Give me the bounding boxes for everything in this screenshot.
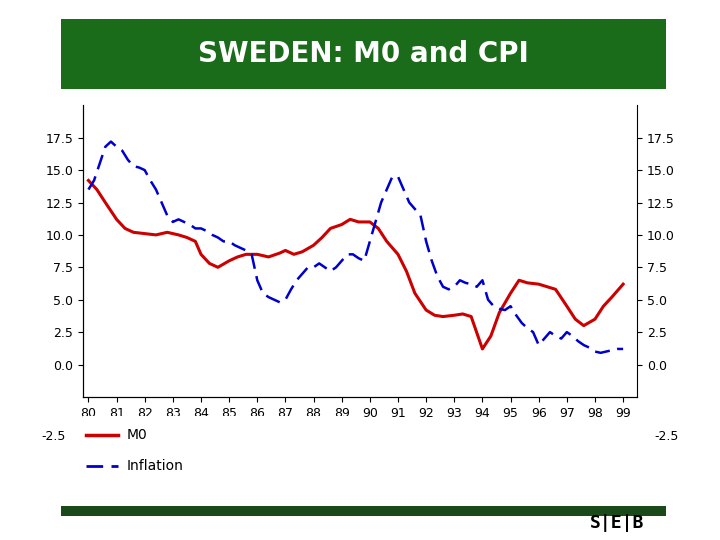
Text: SWEDEN: M0 and CPI: SWEDEN: M0 and CPI — [198, 40, 529, 68]
Text: M0: M0 — [127, 428, 148, 442]
Text: -2.5: -2.5 — [41, 430, 66, 443]
Text: Inflation: Inflation — [127, 460, 184, 474]
Text: S|E|B: S|E|B — [590, 514, 644, 532]
Text: -2.5: -2.5 — [654, 430, 679, 443]
